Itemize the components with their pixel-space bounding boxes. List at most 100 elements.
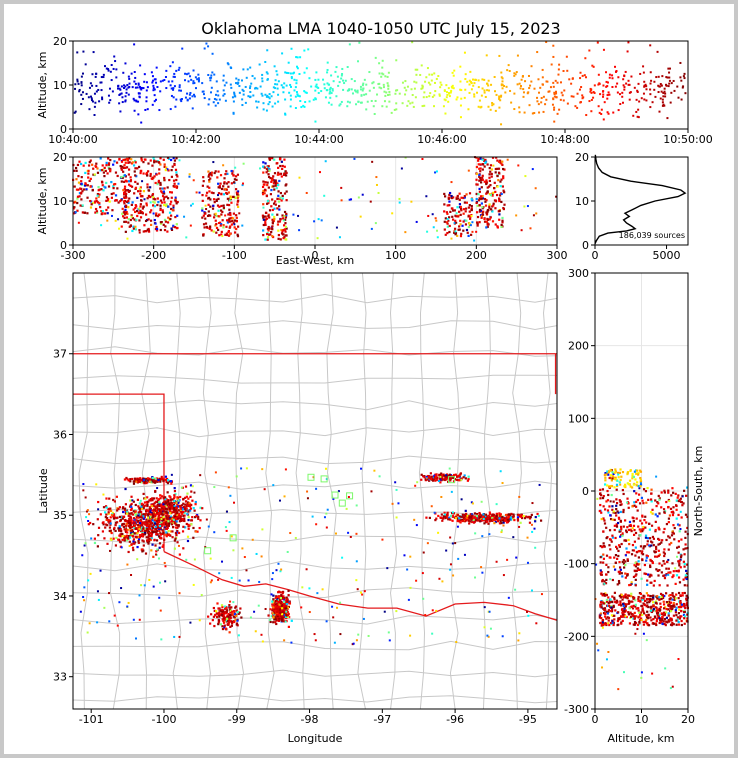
source-point <box>368 89 371 92</box>
source-point <box>317 91 320 94</box>
source-point <box>146 496 149 499</box>
source-point <box>152 89 155 92</box>
source-point <box>433 94 436 97</box>
source-point <box>263 488 266 491</box>
source-point <box>105 513 108 516</box>
source-point <box>658 85 661 88</box>
source-point <box>166 516 169 520</box>
source-point <box>258 63 261 66</box>
source-point <box>84 171 87 175</box>
source-point <box>251 74 254 77</box>
source-point <box>89 185 92 188</box>
source-point <box>283 215 286 218</box>
source-point <box>162 198 166 201</box>
source-point <box>276 618 279 621</box>
source-point <box>385 91 388 94</box>
source-point <box>487 522 490 525</box>
source-point <box>458 515 461 518</box>
source-point <box>365 93 368 96</box>
source-point <box>512 515 515 518</box>
source-point <box>235 214 238 217</box>
source-point <box>192 507 195 510</box>
source-point <box>158 535 161 538</box>
source-point <box>149 499 152 502</box>
source-point <box>139 525 143 528</box>
source-point <box>602 90 605 93</box>
source-point <box>285 212 288 216</box>
source-point <box>142 527 145 530</box>
source-point <box>284 98 287 101</box>
source-point <box>154 477 157 481</box>
source-point <box>592 90 595 93</box>
source-point <box>218 98 221 101</box>
source-point <box>198 526 201 530</box>
source-point <box>381 72 384 75</box>
source-point <box>153 201 156 204</box>
source-point <box>139 499 142 502</box>
source-point <box>186 539 190 543</box>
source-point <box>462 196 465 200</box>
source-point <box>456 234 459 237</box>
source-point <box>166 503 169 507</box>
source-point <box>588 100 591 103</box>
source-point <box>179 510 183 513</box>
source-point <box>434 476 437 479</box>
source-point <box>284 218 287 221</box>
source-point <box>140 121 143 124</box>
county-line <box>78 273 90 709</box>
source-point <box>126 528 129 531</box>
source-point <box>380 87 383 90</box>
source-point <box>433 511 436 514</box>
source-point <box>218 186 222 189</box>
source-point <box>464 88 467 91</box>
source-point <box>225 170 228 173</box>
source-point <box>497 167 501 170</box>
source-point <box>157 513 160 516</box>
source-point <box>439 81 442 84</box>
source-point <box>282 613 285 617</box>
source-point <box>219 224 222 227</box>
source-point <box>134 503 137 507</box>
source-point <box>455 196 458 199</box>
source-point <box>167 80 170 83</box>
source-point <box>456 96 459 99</box>
source-point <box>266 202 269 205</box>
source-point <box>229 197 233 200</box>
source-point <box>95 72 98 75</box>
source-point <box>170 473 173 476</box>
source-point <box>223 624 226 627</box>
source-point <box>128 77 131 80</box>
source-point <box>159 221 163 224</box>
source-point <box>355 504 358 507</box>
source-point <box>160 524 163 528</box>
source-point <box>242 68 245 71</box>
source-point <box>175 534 178 537</box>
source-point <box>288 91 291 94</box>
source-point <box>226 233 229 237</box>
source-point <box>485 182 488 186</box>
source-point <box>420 478 423 481</box>
source-point <box>91 84 94 87</box>
source-point <box>425 516 428 519</box>
source-point <box>141 207 145 210</box>
source-point <box>429 472 432 475</box>
source-point <box>112 183 116 186</box>
source-point <box>236 619 239 622</box>
source-point <box>189 75 192 78</box>
source-point <box>672 79 675 82</box>
source-point <box>132 482 136 485</box>
source-point <box>261 73 264 76</box>
source-point <box>425 476 428 479</box>
source-point <box>278 608 281 611</box>
source-point <box>209 79 212 82</box>
source-point <box>452 74 455 77</box>
source-point <box>148 578 151 581</box>
source-point <box>149 516 152 519</box>
source-point <box>457 197 460 200</box>
source-point <box>300 606 303 609</box>
source-point <box>574 105 577 108</box>
source-point <box>464 509 467 512</box>
source-point <box>174 537 177 540</box>
source-point <box>226 203 229 206</box>
source-point <box>209 622 212 625</box>
